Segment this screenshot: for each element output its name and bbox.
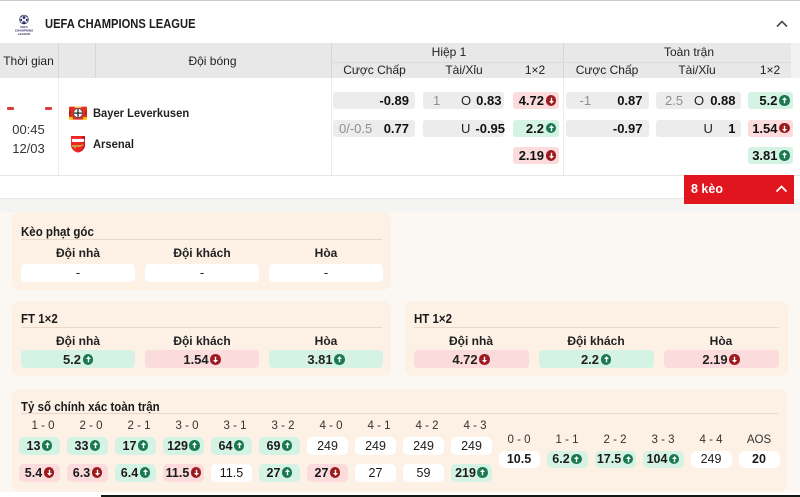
svg-text:LEAGUE: LEAGUE [18, 32, 31, 36]
svg-text:UEFA: UEFA [20, 25, 27, 29]
svg-text:CHAMPIONS: CHAMPIONS [15, 29, 33, 33]
